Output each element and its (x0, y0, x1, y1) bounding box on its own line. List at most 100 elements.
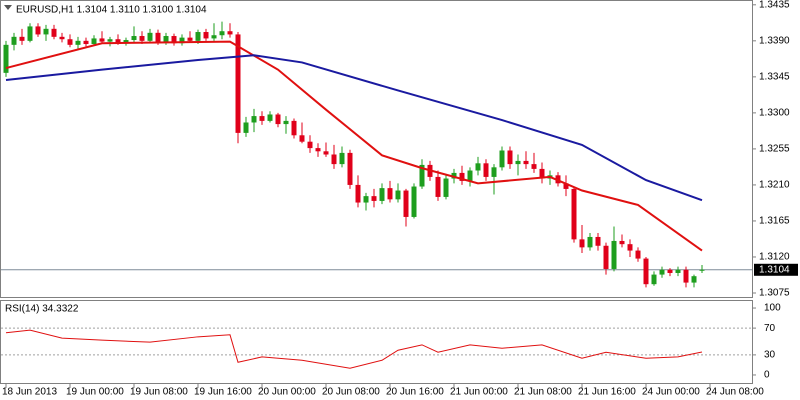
candle-body (115, 39, 121, 43)
candle-body (195, 32, 201, 41)
y-tick-label: 1.3390 (759, 35, 790, 46)
candle-body (531, 164, 537, 169)
candle-body (603, 245, 609, 269)
candle-body (19, 36, 25, 41)
current-price-label: 1.3104 (759, 264, 790, 275)
candle-body (59, 36, 65, 40)
candle-body (139, 36, 145, 41)
x-tick-label: 19 Jun 16:00 (194, 387, 252, 398)
candle-body (651, 274, 657, 285)
y-tick-label: 30 (764, 350, 776, 361)
candle-body (691, 276, 697, 283)
rsi-line (5, 329, 703, 369)
candle-body (243, 122, 249, 133)
candle-body (99, 38, 105, 42)
candle-body (187, 37, 193, 41)
candle-body (699, 269, 705, 271)
candle-body (539, 168, 545, 179)
candle-body (643, 258, 649, 285)
candle-body (235, 34, 241, 133)
candle-body (91, 38, 97, 45)
candle-body (595, 236, 601, 246)
candle-body (83, 40, 89, 45)
candle-body (163, 36, 169, 43)
candle-body (251, 116, 257, 123)
x-tick-label: 19 Jun 00:00 (66, 387, 124, 398)
x-tick-label: 21 Jun 16:00 (578, 387, 636, 398)
x-tick-label: 24 Jun 08:00 (706, 387, 764, 398)
x-tick-label: 20 Jun 08:00 (322, 387, 380, 398)
y-tick-label: 1.3120 (759, 252, 790, 263)
candle-body (499, 150, 505, 168)
x-tick-label: 24 Jun 00:00 (642, 387, 700, 398)
candle-body (147, 32, 153, 41)
candle-body (363, 196, 369, 203)
candle-body (419, 164, 425, 187)
candle-body (107, 39, 113, 42)
y-tick-label: 1.3300 (759, 108, 790, 119)
candle-body (587, 236, 593, 248)
candle-body (459, 172, 465, 181)
candle-body (451, 172, 457, 179)
y-tick-label: 1.3165 (759, 216, 790, 227)
candle-body (435, 176, 441, 197)
candle-body (483, 163, 489, 177)
y-tick-label: 1.3210 (759, 180, 790, 191)
candle-body (659, 269, 665, 275)
candle-body (403, 190, 409, 217)
candle-body (283, 120, 289, 125)
x-tick-label: 20 Jun 00:00 (258, 387, 316, 398)
y-tick-label: 1.3075 (759, 288, 790, 299)
y-tick-label: 70 (764, 323, 776, 334)
x-tick-label: 21 Jun 08:00 (514, 387, 572, 398)
x-tick-label: 18 Jun 2013 (2, 387, 57, 398)
candle-body (291, 120, 297, 136)
moving-average (5, 40, 703, 252)
candle-body (683, 269, 689, 283)
y-tick-label: 1.3345 (759, 71, 790, 82)
candle-body (355, 184, 361, 203)
current-price-box (754, 263, 798, 276)
candle-body (67, 39, 73, 45)
candle-body (411, 186, 417, 217)
candle-body (379, 188, 385, 201)
candle-body (611, 240, 617, 269)
moving-average (5, 54, 703, 202)
candle-body (131, 36, 137, 41)
candle-body (275, 114, 281, 125)
y-tick-label: 0 (764, 370, 770, 381)
candle-body (371, 196, 377, 201)
candle-body (51, 28, 57, 37)
candle-body (203, 32, 209, 39)
candle-body (75, 40, 81, 45)
x-tick-label: 19 Jun 08:00 (130, 387, 188, 398)
candle-body (179, 37, 185, 44)
symbol-icon (4, 5, 12, 10)
candle-body (523, 160, 529, 165)
candle-body (627, 244, 633, 251)
candle-body (467, 170, 473, 181)
candle-body (307, 141, 313, 149)
candle-body (3, 44, 9, 73)
candle-body (267, 114, 273, 121)
candle-body (347, 152, 353, 185)
y-tick-label: 1.3435 (759, 0, 790, 10)
candle-body (331, 154, 337, 165)
candle-body (635, 250, 641, 259)
candle-body (507, 150, 513, 165)
candle-body (227, 31, 233, 35)
candle-body (491, 167, 497, 177)
candle-body (475, 163, 481, 171)
candle-body (171, 36, 177, 44)
rsi-label: RSI(14) 34.3322 (5, 304, 79, 315)
chart-header: EURUSD,H1 1.3104 1.3110 1.3100 1.3104 (16, 5, 207, 16)
candle-body (27, 26, 33, 41)
candle-body (619, 240, 625, 245)
candle-body (443, 178, 449, 197)
x-tick-label: 21 Jun 00:00 (450, 387, 508, 398)
candle-body (219, 31, 225, 36)
x-tick-label: 20 Jun 16:00 (386, 387, 444, 398)
candle-body (387, 188, 393, 200)
rsi-panel (0, 300, 753, 384)
